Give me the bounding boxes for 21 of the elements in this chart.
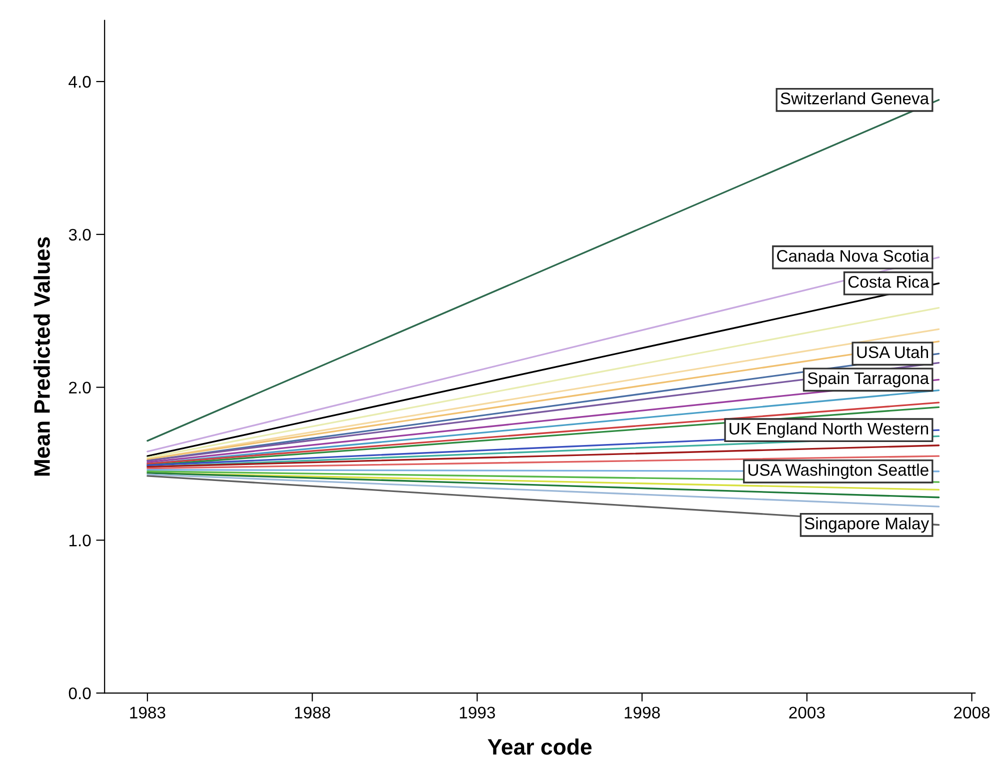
series-label: Singapore Malay (804, 517, 930, 533)
x-tick-label: 1993 (460, 706, 495, 718)
series-label: USA Washington Seattle (748, 464, 928, 480)
y-tick-label: 3.0 (68, 228, 91, 241)
series-label: Spain Tarragona (808, 372, 930, 388)
series-label: Switzerland Geneva (780, 92, 930, 104)
x-tick-label: 1988 (295, 706, 330, 718)
y-tick-label: 4.0 (68, 76, 91, 88)
series-label: USA Utah (857, 346, 928, 358)
series-label: UK England North Western (730, 422, 928, 438)
y-tick-label: 2.0 (69, 382, 91, 394)
x-tick-label: 2008 (954, 706, 990, 718)
x-tick-label: 2003 (789, 706, 825, 718)
x-tick-label: 1983 (130, 706, 166, 718)
x-axis-title: Year code (488, 738, 592, 755)
y-tick-label: 1.0 (69, 534, 91, 546)
y-axis-title: Mean Predicted Values (34, 237, 50, 476)
x-tick-label: 1998 (624, 706, 660, 718)
series-label: Canada Nova Scotia (777, 250, 930, 262)
y-tick-label: 0.0 (68, 687, 91, 700)
series-label: Costa Rica (848, 276, 930, 288)
